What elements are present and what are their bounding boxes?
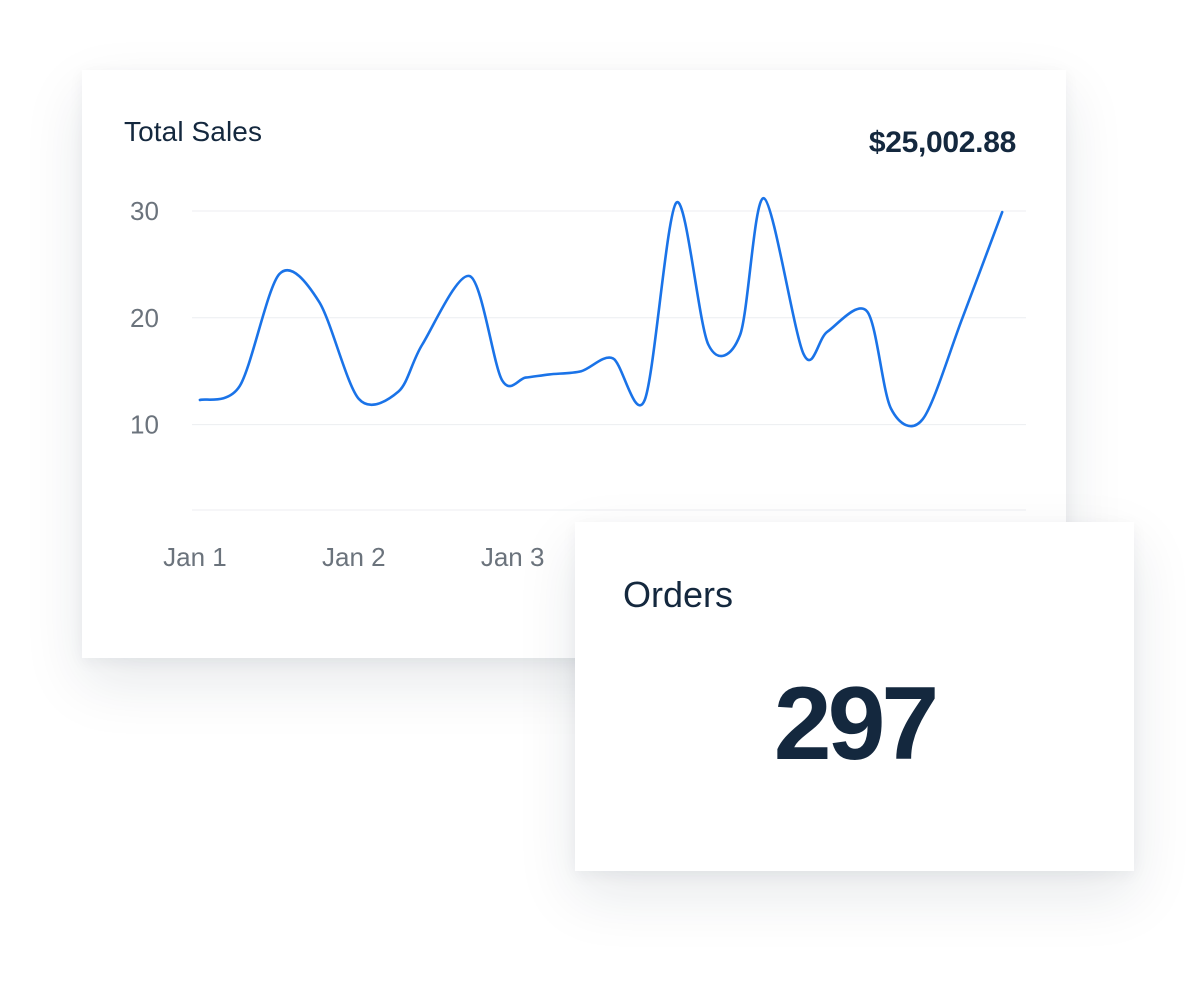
- y-tick-label-30: 30: [130, 196, 159, 226]
- y-tick-label-20: 20: [130, 303, 159, 333]
- orders-count-value: 297: [773, 666, 940, 782]
- y-tick-label-10: 10: [130, 410, 159, 440]
- sales-card-title: Total Sales: [124, 116, 263, 147]
- x-tick-label-2: Jan 2: [322, 542, 386, 572]
- total-sales-card: Total Sales $25,002.88 10 20 30 Jan 1 Jan 2 J…: [82, 70, 1066, 658]
- sales-total-value: $25,002.88: [868, 126, 1016, 159]
- sales-line-chart: 10 20 30 Jan 1 Jan 2 Jan 3: [130, 196, 1026, 572]
- orders-card: Orders 297: [575, 522, 1134, 871]
- x-tick-label-1: Jan 1: [163, 542, 227, 572]
- sales-series-line-1: [198, 196, 1004, 428]
- orders-card-title: Orders: [623, 574, 734, 615]
- x-tick-label-3: Jan 3: [481, 542, 545, 572]
